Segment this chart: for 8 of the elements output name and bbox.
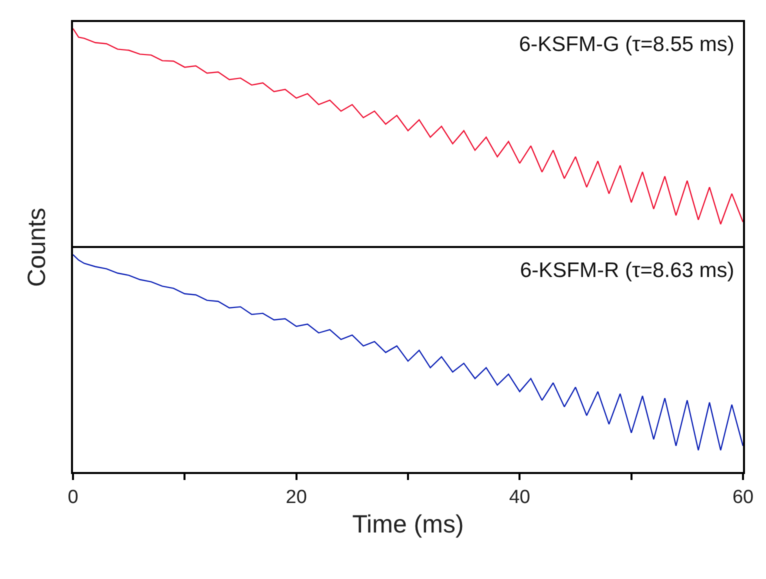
x-tick-label: 0 [68,486,78,508]
y-axis-title: Counts [22,208,51,287]
text: 6-KSFM-R (τ=8.63 ms) [520,259,734,282]
x-tick-label: 40 [509,486,530,508]
x-tick-label: 60 [732,486,754,508]
x-tick-label: 20 [286,486,307,508]
x-axis-title: Time (ms) [352,510,464,538]
text: 6-KSFM-G (τ=8.55 ms) [519,33,734,56]
